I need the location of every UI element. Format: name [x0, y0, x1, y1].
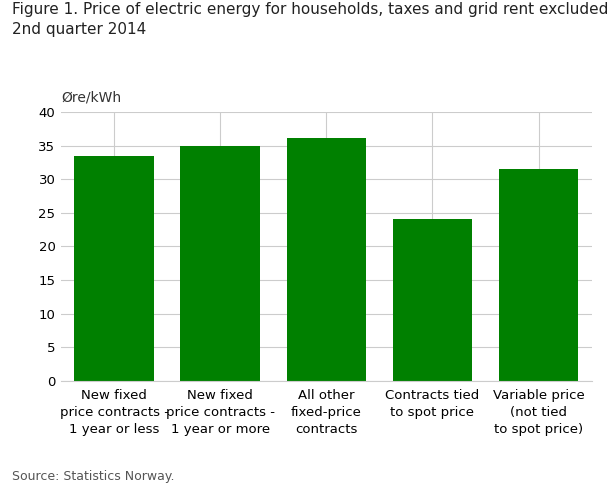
Text: Source: Statistics Norway.: Source: Statistics Norway. — [12, 470, 174, 483]
Bar — [393, 219, 472, 381]
Text: 2nd quarter 2014: 2nd quarter 2014 — [12, 22, 146, 37]
Bar — [287, 139, 366, 381]
Text: Øre/kWh: Øre/kWh — [61, 91, 121, 105]
Bar — [181, 146, 260, 381]
Text: Figure 1. Price of electric energy for households, taxes and grid rent excluded.: Figure 1. Price of electric energy for h… — [12, 2, 610, 18]
Bar — [74, 156, 154, 381]
Bar — [499, 168, 578, 381]
